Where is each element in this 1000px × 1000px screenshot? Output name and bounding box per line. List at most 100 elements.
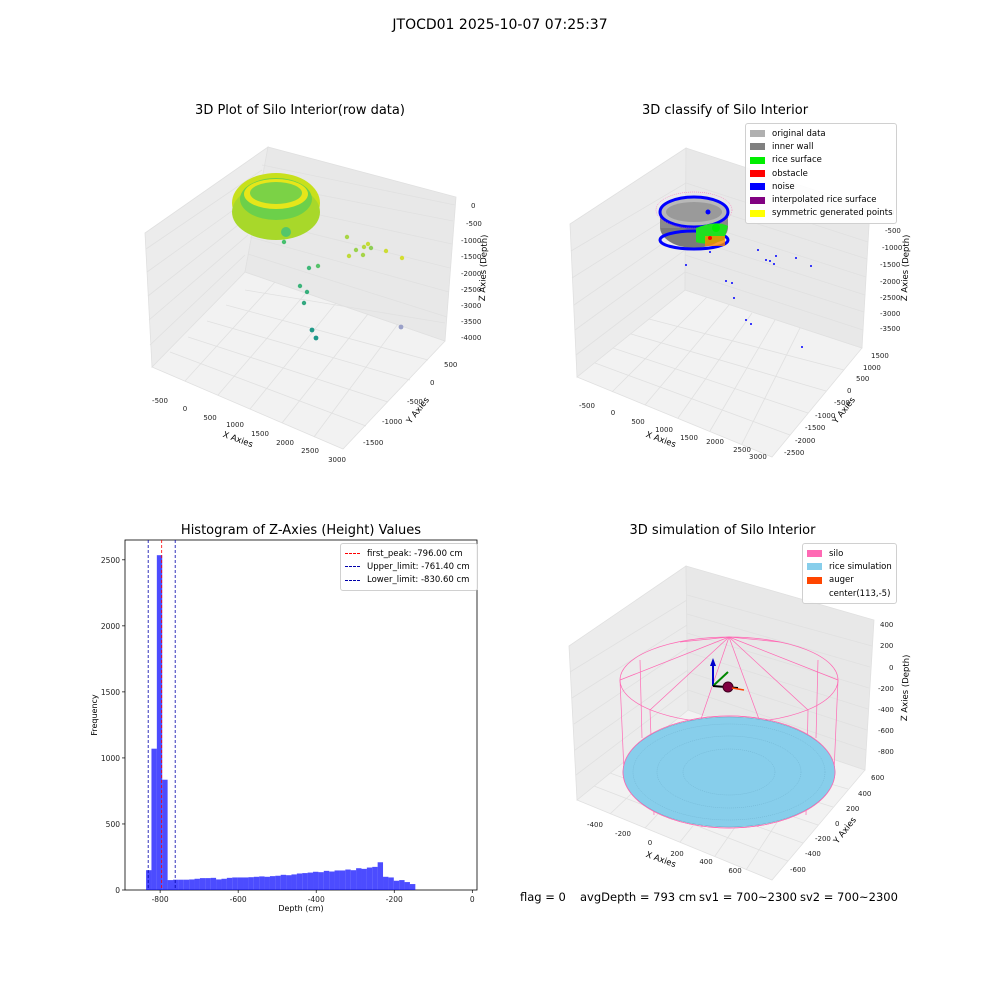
raw-y-tick: 500 bbox=[444, 361, 457, 369]
histogram-bar bbox=[313, 871, 319, 890]
simulation-plot-title: 3D simulation of Silo Interior bbox=[629, 523, 816, 538]
raw-z-tick: -1500 bbox=[461, 253, 481, 261]
simulation-y-tick: -600 bbox=[790, 866, 806, 874]
classify-x-tick: 500 bbox=[631, 418, 644, 426]
histogram-bar bbox=[318, 872, 324, 890]
histogram-bar bbox=[280, 874, 287, 890]
classify-x-tick: 1500 bbox=[680, 434, 698, 442]
legend-swatch bbox=[807, 576, 822, 584]
classify-z-tick: -2500 bbox=[880, 294, 900, 302]
raw-x-tick: 500 bbox=[203, 414, 216, 422]
histogram-y-tick-label: 500 bbox=[106, 820, 121, 829]
simulation-legend-item: center(113,-5) bbox=[807, 587, 892, 600]
raw-x-tick: -500 bbox=[152, 397, 168, 405]
histogram-bar bbox=[372, 866, 378, 890]
simulation-legend-item: rice simulation bbox=[807, 560, 892, 573]
histogram-legend-item: Lower_limit: -830.60 cm bbox=[345, 574, 473, 587]
legend-line bbox=[345, 566, 360, 568]
raw-z-tick: -500 bbox=[466, 220, 482, 228]
histogram-x-tick-label: -800 bbox=[152, 895, 169, 904]
simulation-legend: silo rice simulation auger center(113,-5… bbox=[802, 543, 897, 605]
classify-y-tick: -2000 bbox=[795, 437, 815, 445]
classify-y-tick: 1500 bbox=[871, 352, 889, 360]
raw-z-tick-labels: 0 -500 -1000 -1500 -2000 -2500 -3000 -35… bbox=[461, 202, 482, 342]
auger-axes bbox=[710, 658, 745, 693]
histogram-x-tick-label: -600 bbox=[230, 895, 247, 904]
simulation-z-tick: -600 bbox=[878, 727, 894, 735]
raw-point-cloud bbox=[232, 173, 405, 341]
flag-status: flag = 0 bbox=[520, 890, 566, 904]
classify-x-tick: 2500 bbox=[733, 446, 751, 454]
histogram-x-tick-label: -400 bbox=[308, 895, 325, 904]
classify-3d-plot: -500 0 500 1000 1500 2000 2500 3000 1500… bbox=[569, 147, 912, 461]
raw-y-tick-labels: 500 0 -500 -1000 -1500 bbox=[363, 361, 457, 447]
classify-y-tick: -2500 bbox=[784, 449, 804, 457]
legend-swatch bbox=[807, 550, 822, 558]
histogram-bar bbox=[237, 877, 244, 890]
simulation-y-tick-labels: 600 400 200 0 -200 -400 -600 bbox=[790, 774, 884, 874]
sv1-status: sv1 = 700~2300 bbox=[699, 890, 797, 904]
classify-z-tick: -500 bbox=[885, 227, 901, 235]
histogram-bar bbox=[269, 876, 276, 890]
histogram-y-tick-label: 1000 bbox=[101, 754, 120, 763]
histogram-bar bbox=[162, 779, 168, 890]
simulation-y-tick: -200 bbox=[815, 835, 831, 843]
simulation-y-tick: 0 bbox=[835, 820, 839, 828]
histogram-bar bbox=[377, 862, 384, 890]
simulation-x-tick: 0 bbox=[648, 839, 652, 847]
histogram-plot-area bbox=[124, 539, 478, 891]
histogram-bar bbox=[221, 878, 227, 890]
histogram-bars bbox=[146, 555, 416, 890]
simulation-z-tick: -400 bbox=[878, 706, 894, 714]
classify-legend-item: inner wall bbox=[750, 140, 892, 153]
legend-line bbox=[345, 553, 360, 555]
histogram-bar bbox=[296, 873, 303, 890]
simulation-z-tick: 0 bbox=[889, 664, 893, 672]
histogram-bar bbox=[350, 870, 357, 890]
raw-plot-title: 3D Plot of Silo Interior(row data) bbox=[195, 103, 405, 118]
raw-z-tick: -4000 bbox=[461, 334, 481, 342]
simulation-x-tick: 600 bbox=[728, 867, 741, 875]
histogram-bar bbox=[199, 878, 206, 890]
histogram-y-tick-label: 2500 bbox=[101, 556, 120, 565]
histogram-bar bbox=[210, 877, 217, 890]
classify-legend-item: noise bbox=[750, 180, 892, 193]
histogram-bar bbox=[286, 875, 292, 890]
simulation-x-tick: 400 bbox=[699, 858, 712, 866]
raw-x-tick: 1500 bbox=[251, 430, 269, 438]
simulation-y-tick: -400 bbox=[805, 850, 821, 858]
histogram-bar bbox=[173, 879, 179, 890]
legend-swatch bbox=[750, 156, 765, 164]
histogram-x-axis-label: Depth (cm) bbox=[278, 904, 323, 913]
classify-z-tick-labels: 0 -500 -1000 -1500 -2000 -2500 -3000 -35… bbox=[880, 209, 902, 333]
histogram-bar bbox=[393, 880, 400, 890]
histogram-chart: -800 -600 -400 -200 0 0 500 1000 1500 2000 2500 D… bbox=[90, 539, 478, 913]
histogram-bar bbox=[345, 869, 351, 890]
classify-plot-title: 3D classify of Silo Interior bbox=[641, 103, 809, 118]
histogram-bar bbox=[329, 871, 335, 890]
classify-z-tick: -3000 bbox=[880, 310, 900, 318]
histogram-bar bbox=[361, 868, 367, 890]
histogram-bar bbox=[156, 555, 163, 890]
histogram-bar bbox=[404, 882, 410, 890]
histogram-x-tick-label: 0 bbox=[470, 895, 475, 904]
classify-y-tick: 500 bbox=[856, 375, 869, 383]
histogram-bar bbox=[205, 878, 211, 890]
classify-y-tick: 0 bbox=[847, 387, 851, 395]
simulation-x-tick-labels: -400 -200 0 200 400 600 bbox=[587, 821, 742, 875]
simulation-3d-plot: -400 -200 0 200 400 600 600 400 200 0 -2… bbox=[568, 565, 912, 881]
legend-swatch bbox=[750, 209, 765, 217]
rice-simulation-surface bbox=[622, 715, 836, 829]
classify-y-tick: -1500 bbox=[805, 424, 825, 432]
histogram-bar bbox=[291, 874, 297, 890]
raw-x-tick: 1000 bbox=[226, 421, 244, 429]
histogram-bar bbox=[216, 879, 222, 890]
histogram-bar bbox=[232, 877, 238, 890]
histogram-legend-item: first_peak: -796.00 cm bbox=[345, 547, 473, 560]
simulation-z-tick: 200 bbox=[880, 642, 893, 650]
classify-x-tick: 1000 bbox=[655, 426, 673, 434]
histogram-bar bbox=[226, 877, 233, 890]
raw-z-tick: -3000 bbox=[461, 302, 481, 310]
classify-legend-item: original data bbox=[750, 127, 892, 140]
classify-x-tick: -500 bbox=[579, 402, 595, 410]
